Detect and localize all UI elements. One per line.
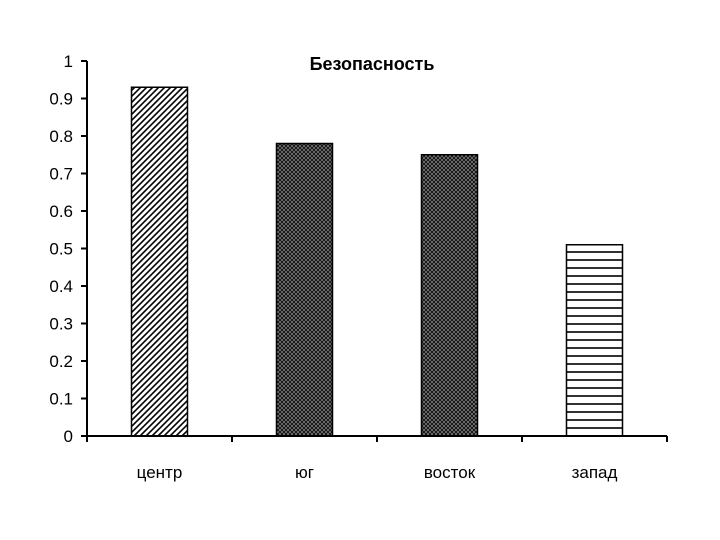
chart-title: Безопасность [310,54,435,74]
y-tick-label: 0.5 [49,240,73,259]
x-category-label: юг [295,463,314,482]
x-category-label: запад [572,463,618,482]
y-axis: 0 0.1 0.2 0.3 0.4 0.5 0.6 0.7 0.8 0.9 1 [49,52,88,446]
y-tick-label: 1 [64,52,73,71]
y-tick-label: 0 [64,427,73,446]
bar-2 [420,154,479,437]
y-tick-label: 0.4 [49,277,73,296]
y-tick-label: 0.1 [49,390,73,409]
bar-0 [130,86,189,437]
y-tick-label: 0.7 [49,165,73,184]
y-tick-label: 0.6 [49,202,73,221]
bar-3 [565,244,624,437]
x-category-label: центр [137,463,183,482]
y-tick-label: 0.2 [49,352,73,371]
x-axis: центр юг восток запад [86,435,668,482]
y-tick-label: 0.8 [49,127,73,146]
y-tick-label: 0.9 [49,90,73,109]
bars [130,86,624,437]
x-category-label: восток [424,463,476,482]
bar-1 [275,142,334,437]
y-tick-label: 0.3 [49,315,73,334]
